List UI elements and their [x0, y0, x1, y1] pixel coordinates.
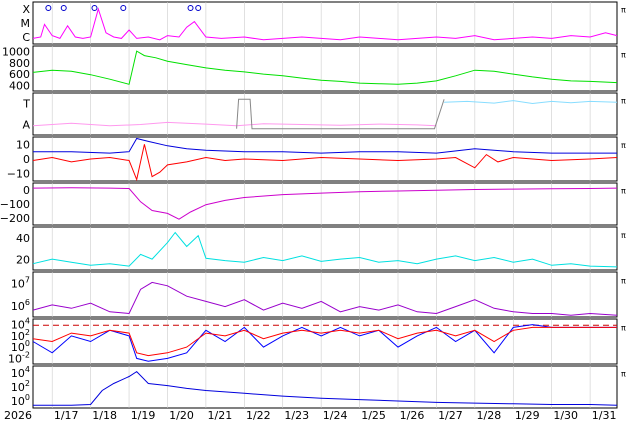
y-tick-label: 106 — [11, 298, 30, 313]
panel-frame — [32, 136, 618, 182]
y-tick-label: 100 — [11, 339, 30, 354]
y-tick-label: 1000 — [2, 46, 30, 59]
x-tick-label: 1/27 — [438, 409, 463, 422]
series-line — [32, 231, 618, 268]
flare-marker — [91, 5, 98, 11]
series-line — [32, 326, 617, 357]
panel-right-glyph: π — [621, 323, 626, 332]
y-tick-label: −100 — [0, 198, 30, 211]
y-tick-label: −10 — [7, 168, 30, 181]
x-axis-year-label: 2026 — [4, 409, 32, 422]
x-tick-label: 1/20 — [169, 409, 194, 422]
y-tick-label: 104 — [11, 365, 30, 380]
panel-frame — [32, 365, 618, 409]
panel-frame — [32, 271, 618, 318]
panel-frame — [32, 1, 618, 45]
series-line — [33, 370, 618, 406]
panel-density: π — [32, 226, 626, 271]
panel-imf-bz-bt: π — [32, 136, 626, 182]
panel-solar-wind-speed: π — [32, 45, 626, 92]
flare-marker — [45, 5, 52, 11]
panel-xray: π — [32, 1, 626, 45]
panel-right-glyph: π — [621, 370, 626, 379]
x-tick-label: 1/25 — [361, 409, 386, 422]
panel-frame — [32, 45, 618, 92]
panel-right-glyph: π — [621, 231, 626, 240]
y-tick-label: 800 — [9, 57, 30, 70]
panel-right-glyph: π — [621, 50, 626, 59]
y-tick-label: 0 — [23, 184, 30, 197]
y-tick-label: C — [22, 31, 30, 44]
x-tick-label: 1/29 — [515, 409, 540, 422]
x-tick-label: 1/19 — [131, 409, 156, 422]
y-tick-label: M — [21, 17, 31, 30]
y-tick-label: 107 — [11, 275, 30, 290]
y-tick-label: 400 — [9, 79, 30, 92]
y-tick-label: 104 — [11, 317, 30, 332]
series-line — [33, 137, 617, 154]
flare-marker — [60, 5, 67, 11]
y-tick-label: T — [22, 98, 30, 111]
x-tick-label: 1/30 — [553, 409, 578, 422]
x-tick-label: 1/22 — [246, 409, 271, 422]
panel-frame — [32, 92, 618, 136]
y-tick-label: 10-2 — [8, 350, 30, 365]
panel-proton-flux: π — [32, 365, 626, 409]
y-tick-label: X — [22, 3, 30, 16]
panel-right-glyph: π — [621, 141, 626, 150]
x-tick-label: 1/23 — [284, 409, 309, 422]
flare-marker — [195, 5, 202, 11]
flare-marker — [187, 5, 194, 11]
panel-frame — [32, 226, 618, 271]
series-line — [32, 144, 618, 182]
y-tick-label: 20 — [16, 253, 30, 266]
x-tick-label: 1/28 — [476, 409, 501, 422]
y-tick-label: 10 — [16, 138, 30, 151]
flare-marker — [120, 5, 127, 11]
series-line — [32, 7, 618, 41]
y-tick-label: 102 — [11, 379, 30, 394]
y-tick-label: −200 — [0, 212, 30, 225]
series-line — [32, 50, 618, 85]
y-tick-label: 102 — [11, 328, 30, 343]
x-tick-label: 1/24 — [323, 409, 348, 422]
series-line — [236, 98, 445, 130]
x-tick-label: 1/26 — [400, 409, 425, 422]
y-tick-label: 100 — [11, 393, 30, 408]
panel-right-glyph: π — [621, 6, 626, 15]
x-tick-label: 1/21 — [208, 409, 233, 422]
panel-right-glyph: π — [621, 97, 626, 106]
y-tick-label: 40 — [16, 232, 30, 245]
y-tick-label: 0 — [23, 153, 30, 166]
series-line — [444, 100, 618, 105]
series-line — [32, 187, 618, 220]
panel-sector: π — [32, 92, 626, 136]
series-line — [32, 281, 618, 316]
y-tick-label: 600 — [9, 68, 30, 81]
panel-frame — [32, 318, 618, 365]
x-tick-label: 1/17 — [54, 409, 79, 422]
panel-right-glyph: π — [621, 276, 626, 285]
panel-right-glyph: π — [621, 187, 626, 196]
x-tick-label: 1/31 — [592, 409, 617, 422]
panel-electron-flux: π — [32, 318, 626, 365]
y-tick-label: A — [22, 119, 30, 132]
panel-dst: π — [32, 182, 626, 226]
x-tick-label: 1/18 — [92, 409, 117, 422]
panel-temperature: π — [32, 271, 626, 318]
